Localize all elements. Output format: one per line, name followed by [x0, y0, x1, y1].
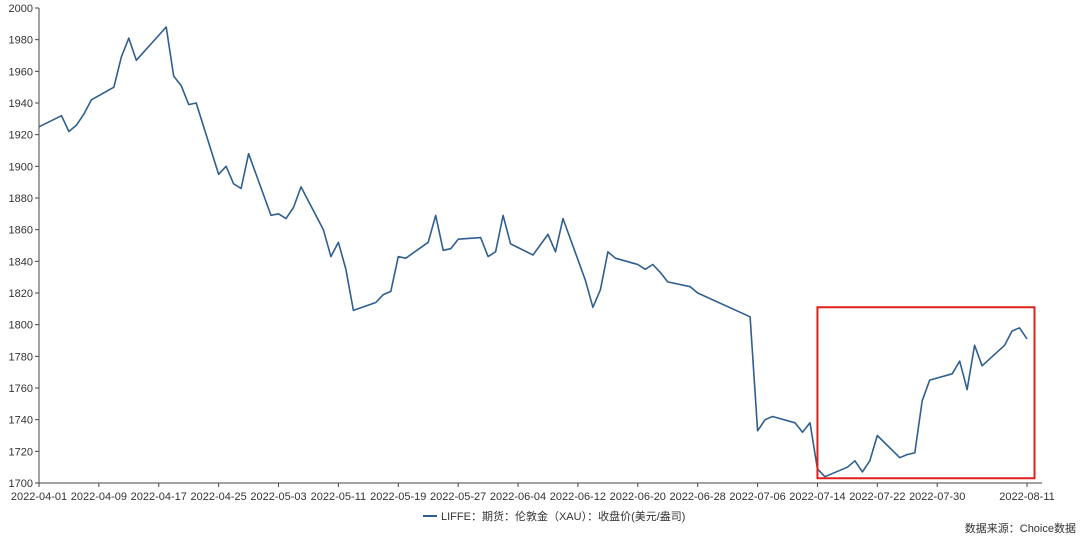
x-tick-label: 2022-05-03: [250, 491, 306, 503]
y-tick-label: 1880: [9, 193, 33, 205]
x-tick-label: 2022-04-01: [11, 491, 67, 503]
x-tick-label: 2022-07-30: [909, 491, 965, 503]
y-axis-ticks: 1700 1720 1740 1760 1780 1800 1820 1840 1860 1880…: [9, 3, 39, 490]
x-tick-label: 2022-07-22: [849, 491, 905, 503]
y-tick-label: 1700: [9, 478, 33, 490]
y-tick-label: 1760: [9, 383, 33, 395]
y-tick-label: 1960: [9, 66, 33, 78]
y-tick-label: 2000: [9, 3, 33, 15]
x-tick-label: 2022-04-17: [131, 491, 187, 503]
x-tick-label: 2022-06-04: [490, 491, 546, 503]
y-tick-label: 1720: [9, 446, 33, 458]
x-tick-label: 2022-06-20: [610, 491, 666, 503]
highlight-box: [816, 306, 1036, 480]
y-tick-label: 1900: [9, 161, 33, 173]
y-tick-label: 1780: [9, 351, 33, 363]
y-tick-label: 1840: [9, 256, 33, 268]
x-tick-label: 2022-04-09: [71, 491, 127, 503]
x-tick-label: 2022-06-12: [550, 491, 606, 503]
legend: LIFFE：期货：伦敦金（XAU）：收盘价(美元/盎司): [423, 509, 685, 523]
x-tick-label: 2022-05-11: [311, 491, 366, 503]
y-tick-label: 1940: [9, 98, 33, 110]
y-tick-label: 1860: [9, 225, 33, 237]
y-tick-label: 1740: [9, 415, 33, 427]
source-note: 数据来源：Choice数据: [964, 523, 1076, 535]
y-tick-label: 1920: [9, 130, 33, 142]
x-tick-label: 2022-06-28: [670, 491, 726, 503]
x-tick-label: 2022-08-11: [999, 491, 1054, 503]
series-line: [38, 26, 1028, 478]
x-tick-label: 2022-05-19: [370, 491, 426, 503]
x-tick-label: 2022-05-27: [430, 491, 486, 503]
x-tick-label: 2022-04-25: [191, 491, 247, 503]
x-tick-label: 2022-07-14: [789, 491, 845, 503]
y-tick-label: 1980: [9, 35, 33, 47]
x-axis-ticks: 2022-04-01 2022-04-09 2022-04-17 2022-04-25…: [11, 483, 1055, 503]
legend-label: LIFFE：期货：伦敦金（XAU）：收盘价(美元/盎司): [441, 509, 685, 523]
x-tick-label: 2022-07-06: [729, 491, 785, 503]
y-tick-label: 1800: [9, 320, 33, 332]
y-tick-label: 1820: [9, 288, 33, 300]
